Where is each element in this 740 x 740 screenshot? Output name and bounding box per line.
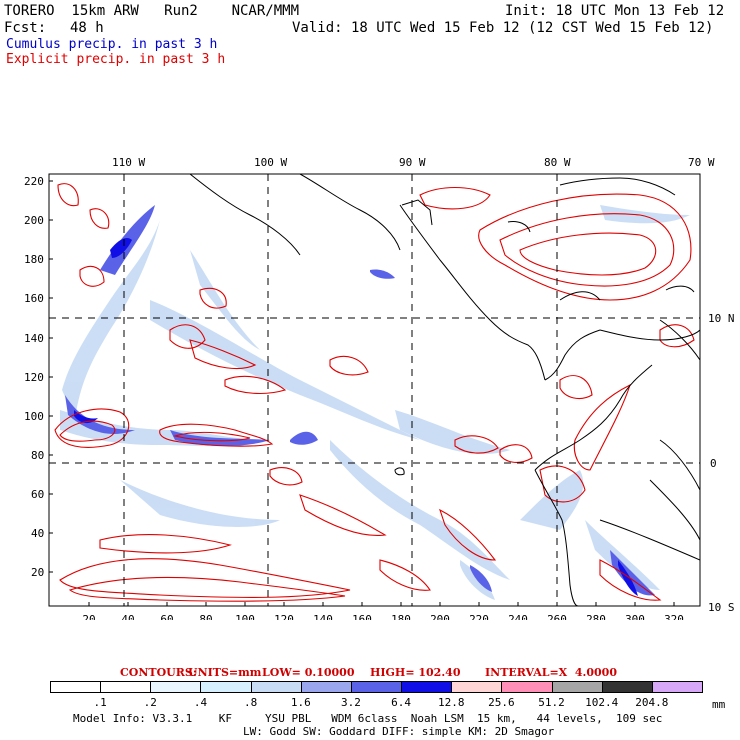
colorbar-box — [150, 681, 202, 693]
y-tick-40: 40 — [31, 527, 44, 540]
y-axis — [49, 180, 53, 573]
colorbar-box — [350, 681, 403, 693]
y-tick-180: 180 — [24, 253, 44, 266]
colorbar-box — [601, 681, 653, 693]
x-tick-220: 220 — [469, 613, 489, 620]
contour-units: UNITS=mm — [188, 666, 262, 679]
lon-label-110w: 110 W — [112, 156, 145, 169]
model-info: Model Info: V3.3.1 KF YSU PBL WDM 6class… — [73, 712, 663, 725]
forecast-hour: 48 h — [70, 20, 104, 36]
cumulus-shading-layer — [60, 205, 690, 600]
colorbar-label: 3.2 — [340, 696, 361, 709]
cumulus-heavy-layer — [65, 205, 655, 596]
y-tick-60: 60 — [31, 488, 44, 501]
x-axis — [88, 602, 675, 606]
contour-caption: CONTOURS: — [120, 666, 197, 679]
x-tick-160: 160 — [352, 613, 372, 620]
colorbar-label: .4 — [193, 696, 208, 709]
lon-label-90w: 90 W — [399, 156, 426, 169]
colorbar-box — [501, 681, 553, 693]
y-tick-20: 20 — [31, 566, 44, 579]
cumulus-legend: Cumulus precip. in past 3 h — [6, 37, 218, 52]
cumulus-peak-layer — [74, 238, 638, 596]
colorbar-box — [651, 681, 703, 693]
colorbar-label: .1 — [93, 696, 107, 709]
y-tick-100: 100 — [24, 410, 44, 423]
x-tick-80: 80 — [199, 613, 212, 620]
latlon-grid — [49, 174, 700, 606]
contour-high: HIGH= 102.40 — [370, 666, 461, 679]
colorbar-label: .2 — [143, 696, 157, 709]
colorbar-box — [300, 681, 352, 693]
colorbar-label: .8 — [243, 696, 258, 709]
lat-label-10n: 10 N — [708, 312, 735, 325]
y-tick-80: 80 — [31, 449, 44, 462]
colorbar-label: 12.8 — [437, 696, 465, 709]
colorbar-box — [200, 681, 252, 693]
x-tick-40: 40 — [121, 613, 134, 620]
coastline-layer — [189, 174, 700, 606]
x-tick-180: 180 — [391, 613, 411, 620]
model-title: TORERO 15km ARW Run2 NCAR/MMM — [4, 3, 300, 19]
x-tick-100: 100 — [235, 613, 255, 620]
contour-interval: INTERVAL=X 4.0000 — [485, 666, 617, 679]
x-tick-320: 320 — [664, 613, 684, 620]
x-tick-280: 280 — [586, 613, 606, 620]
x-tick-120: 120 — [274, 613, 294, 620]
lon-label-100w: 100 W — [254, 156, 287, 169]
x-tick-60: 60 — [160, 613, 173, 620]
y-tick-220: 220 — [24, 175, 44, 188]
x-tick-300: 300 — [625, 613, 645, 620]
y-tick-200: 200 — [24, 214, 44, 227]
x-tick-20: 20 — [82, 613, 95, 620]
lon-label-70w: 70 W — [688, 156, 715, 169]
explicit-contour-layer — [54, 183, 695, 602]
colorbar-box — [401, 681, 453, 693]
colorbar-box — [100, 681, 152, 693]
y-tick-160: 160 — [24, 292, 44, 305]
contour-low: LOW= 0.10000 — [262, 666, 355, 679]
colorbar-label: 51.2 — [538, 696, 565, 709]
lat-label-10s: 10 S — [708, 601, 735, 614]
x-tick-260: 260 — [547, 613, 567, 620]
x-tick-140: 140 — [313, 613, 333, 620]
precip-map: 110 W 100 W 90 W 80 W 70 W 10 N 0 10 S — [24, 156, 735, 620]
colorbar-label: 25.6 — [488, 696, 515, 709]
lon-label-80w: 80 W — [544, 156, 571, 169]
lat-label-0: 0 — [710, 457, 717, 470]
y-tick-140: 140 — [24, 332, 44, 345]
forecast-label: Fcst: — [4, 20, 47, 36]
init-time: Init: 18 UTC Mon 13 Feb 12 — [505, 3, 725, 19]
colorbar-label: 102.4 — [585, 696, 619, 709]
valid-time: Valid: 18 UTC Wed 15 Feb 12 (12 CST Wed … — [292, 20, 714, 36]
x-tick-200: 200 — [430, 613, 450, 620]
colorbar-box — [50, 681, 102, 693]
colorbar-label: 6.4 — [391, 696, 411, 709]
physics-info: LW: Godd SW: Goddard DIFF: simple KM: 2D… — [243, 725, 555, 738]
colorbar-unit: mm — [712, 698, 726, 711]
explicit-legend: Explicit precip. in past 3 h — [6, 52, 226, 67]
colorbar-label: 1.6 — [290, 696, 311, 709]
y-tick-120: 120 — [24, 371, 44, 384]
colorbar-box — [451, 681, 503, 693]
map-frame — [48, 173, 701, 607]
colorbar-box — [250, 681, 302, 693]
x-tick-240: 240 — [508, 613, 528, 620]
colorbar-box — [551, 681, 603, 693]
colorbar-label: 204.8 — [635, 696, 669, 709]
